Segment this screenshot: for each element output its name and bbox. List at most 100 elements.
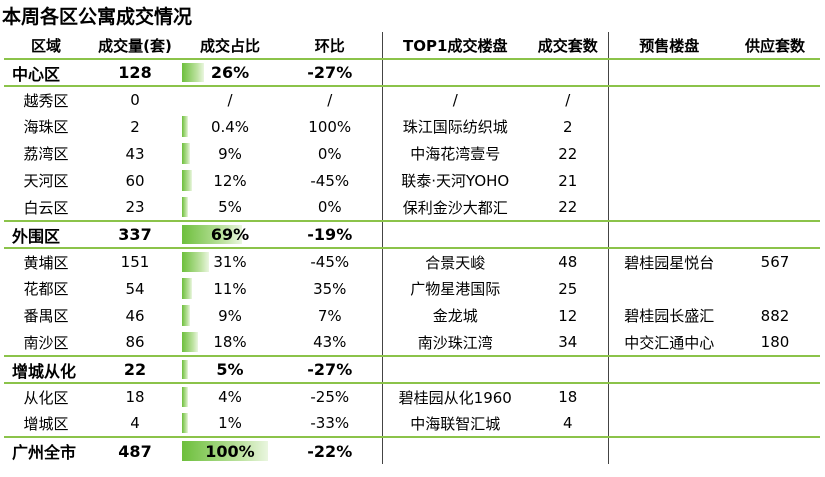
cell-top1: 保利金沙大都汇 [402,198,508,217]
share-value: 11% [213,279,247,298]
cell-top1-units [528,220,609,249]
cell-top1-units: 48 [528,248,609,275]
share-value: 18% [213,333,247,351]
cell-presale [608,140,730,167]
table-row: 增城区 4 1% -33% 中海联智汇城 4 [4,410,820,437]
share-bar [182,305,190,326]
summary-row: 广州全市 487 100% -22% [4,436,820,464]
cell-volume: 46 [125,306,145,325]
cell-share: / [182,86,278,113]
cell-region: 增城从化 [4,355,88,384]
cell-top1: 合景天峻 [425,253,486,272]
cell-region: 外围区 [4,220,88,249]
table-row: 从化区 18 4% -25% 碧桂园从化1960 18 [4,383,820,410]
cell-top1: 金龙城 [432,307,478,325]
cell-volume: 337 [88,220,182,249]
table-header-row: 区域 成交量(套) 成交占比 环比 TOP1成交楼盘 成交套数 预售楼盘 供应套… [4,32,820,60]
share-bar [182,170,192,191]
share-value: 9% [218,144,242,163]
share-bar [182,63,204,82]
share-value: 26% [210,63,250,82]
cell-change: -27% [278,59,383,87]
cell-supply-units [730,167,820,194]
cell-supply-units [730,59,820,87]
cell-region: 南沙区 [23,333,69,352]
cell-volume: 43 [125,144,145,163]
table-body: 中心区 128 26% -27% 越秀区 0 / / / / 海珠区 2 0.4% 100% 珠江国际纺织城… [4,59,820,464]
summary-row: 外围区 337 69% -19% [4,220,820,249]
cell-presale [608,59,730,87]
cell-top1-units [528,436,609,464]
cell-share: 5% [182,355,278,384]
cell-top1: 南沙珠江湾 [417,333,493,352]
cell-supply-units [730,194,820,221]
cell-region: 黄埔区 [23,253,69,272]
share-bar [182,197,188,217]
cell-top1: 中海花湾壹号 [410,145,501,163]
cell-share: 11% [182,275,278,302]
cell-top1: 中海联智汇城 [410,414,501,433]
cell-share: 18% [182,329,278,356]
cell-top1-units [528,355,609,384]
cell-share: 0.4% [182,113,278,140]
cell-top1-units: 22 [528,140,609,167]
apartment-deals-table: 区域 成交量(套) 成交占比 环比 TOP1成交楼盘 成交套数 预售楼盘 供应套… [4,32,820,464]
cell-change: -45% [278,167,383,194]
cell-change: 43% [278,329,383,356]
cell-supply-units: 882 [760,306,790,325]
cell-top1: 碧桂园从化1960 [398,388,512,407]
cell-presale [608,436,730,464]
summary-row: 增城从化 22 5% -27% [4,355,820,384]
table-row: 荔湾区 43 9% 0% 中海花湾壹号 22 [4,140,820,167]
page-title: 本周各区公寓成交情况 [2,6,193,28]
cell-region: 花都区 [23,280,69,298]
cell-top1-units: 22 [528,194,609,221]
cell-supply-units [730,220,820,249]
cell-top1 [382,59,528,87]
share-value: 100% [205,441,255,461]
cell-presale [608,410,730,437]
share-bar [182,413,188,433]
cell-top1-units: / [528,86,609,113]
header-change: 环比 [278,32,383,60]
share-bar [182,225,242,244]
share-bar [182,360,188,379]
cell-top1-units: 25 [528,275,609,302]
cell-change: -22% [278,436,383,464]
cell-region: 从化区 [23,388,69,407]
cell-change: -33% [278,410,383,437]
header-region: 区域 [4,32,88,60]
cell-supply-units: 180 [760,333,790,351]
cell-change: / [278,86,383,113]
cell-presale [608,220,730,249]
cell-supply-units [730,355,820,384]
header-top1: TOP1成交楼盘 [382,32,528,60]
share-value: 12% [213,171,247,190]
cell-share: 26% [182,59,278,87]
cell-share: 9% [182,302,278,329]
share-value: / [227,91,233,109]
cell-top1: / [452,91,458,109]
cell-top1-units [528,59,609,87]
cell-volume: 23 [125,198,145,216]
table-row: 白云区 23 5% 0% 保利金沙大都汇 22 [4,194,820,221]
cell-supply-units [730,275,820,302]
cell-region: 增城区 [23,414,69,433]
cell-region: 番禺区 [23,307,69,325]
cell-supply-units [730,410,820,437]
cell-share: 4% [182,383,278,410]
share-value: 0.4% [210,117,250,136]
cell-region: 越秀区 [23,91,69,110]
table-row: 南沙区 86 18% 43% 南沙珠江湾 34 中交汇通中心 180 [4,329,820,356]
share-bar [182,252,209,272]
share-value: 5% [218,198,242,216]
share-value: 9% [218,306,242,325]
cell-region: 白云区 [23,198,69,217]
cell-presale: 碧桂园星悦台 [624,253,715,272]
cell-supply-units [730,113,820,140]
cell-region: 广州全市 [4,436,88,464]
header-volume: 成交量(套) [88,32,182,60]
cell-share: 9% [182,140,278,167]
cell-change: 7% [278,302,383,329]
cell-presale: 中交汇通中心 [624,333,715,352]
